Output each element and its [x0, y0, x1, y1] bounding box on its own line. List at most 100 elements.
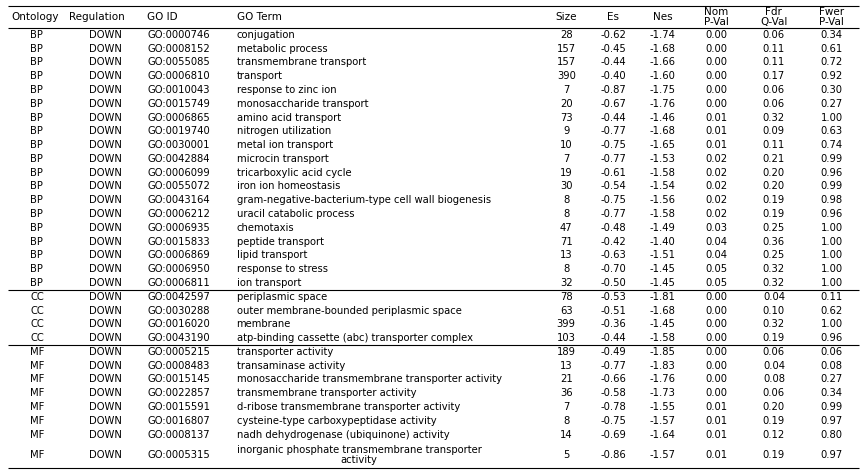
- Text: 0.72: 0.72: [821, 57, 843, 67]
- Text: Fwer
P-Val: Fwer P-Val: [819, 7, 844, 28]
- Text: BP: BP: [30, 223, 43, 233]
- Text: -0.58: -0.58: [600, 388, 626, 398]
- Text: 0.04: 0.04: [705, 237, 727, 247]
- Text: BP: BP: [30, 209, 43, 219]
- Text: 0.00: 0.00: [705, 374, 727, 384]
- Text: ion transport: ion transport: [237, 278, 301, 288]
- Text: response to zinc ion: response to zinc ion: [237, 85, 336, 95]
- Text: monosaccharide transport: monosaccharide transport: [237, 99, 368, 109]
- Text: -1.58: -1.58: [649, 333, 675, 343]
- Text: 8: 8: [564, 209, 570, 219]
- Text: 0.01: 0.01: [705, 416, 727, 426]
- Text: -1.57: -1.57: [649, 450, 675, 460]
- Text: 0.63: 0.63: [821, 126, 843, 136]
- Text: DOWN: DOWN: [88, 237, 121, 247]
- Text: -1.46: -1.46: [649, 113, 675, 123]
- Text: -0.48: -0.48: [600, 223, 626, 233]
- Text: DOWN: DOWN: [88, 85, 121, 95]
- Text: 0.00: 0.00: [705, 85, 727, 95]
- Text: 0.02: 0.02: [705, 195, 727, 205]
- Text: -1.58: -1.58: [649, 209, 675, 219]
- Text: MF: MF: [29, 388, 44, 398]
- Text: 0.04: 0.04: [763, 292, 785, 302]
- Text: GO:0005315: GO:0005315: [147, 450, 210, 460]
- Text: GO:0008152: GO:0008152: [147, 44, 210, 54]
- Text: -0.63: -0.63: [600, 250, 626, 260]
- Text: GO:0042884: GO:0042884: [147, 154, 210, 164]
- Text: 0.03: 0.03: [705, 223, 727, 233]
- Text: 10: 10: [560, 140, 572, 150]
- Text: transport: transport: [237, 71, 283, 81]
- Text: transmembrane transporter activity: transmembrane transporter activity: [237, 388, 416, 398]
- Text: MF: MF: [29, 429, 44, 439]
- Text: DOWN: DOWN: [88, 44, 121, 54]
- Text: 8: 8: [564, 416, 570, 426]
- Text: 0.99: 0.99: [821, 402, 843, 412]
- Text: uracil catabolic process: uracil catabolic process: [237, 209, 354, 219]
- Text: DOWN: DOWN: [88, 264, 121, 274]
- Text: -0.61: -0.61: [600, 168, 626, 178]
- Text: -0.75: -0.75: [600, 140, 626, 150]
- Text: -0.51: -0.51: [600, 305, 626, 315]
- Text: -0.45: -0.45: [600, 44, 626, 54]
- Text: -0.44: -0.44: [600, 113, 626, 123]
- Text: -1.45: -1.45: [649, 278, 675, 288]
- Text: DOWN: DOWN: [88, 374, 121, 384]
- Text: lipid transport: lipid transport: [237, 250, 307, 260]
- Text: -0.66: -0.66: [600, 374, 626, 384]
- Text: BP: BP: [30, 71, 43, 81]
- Text: GO:0042597: GO:0042597: [147, 292, 210, 302]
- Text: 14: 14: [560, 429, 572, 439]
- Text: 0.01: 0.01: [705, 126, 727, 136]
- Text: BP: BP: [30, 168, 43, 178]
- Text: 0.96: 0.96: [821, 209, 843, 219]
- Text: DOWN: DOWN: [88, 333, 121, 343]
- Text: DOWN: DOWN: [88, 30, 121, 40]
- Text: 78: 78: [560, 292, 572, 302]
- Text: 0.11: 0.11: [763, 57, 785, 67]
- Text: -0.69: -0.69: [600, 429, 626, 439]
- Text: GO:0015833: GO:0015833: [147, 237, 210, 247]
- Text: 0.01: 0.01: [705, 140, 727, 150]
- Text: -0.42: -0.42: [600, 237, 626, 247]
- Text: Ontology: Ontology: [11, 12, 58, 22]
- Text: BP: BP: [30, 57, 43, 67]
- Text: Fdr
Q-Val: Fdr Q-Val: [760, 7, 787, 28]
- Text: 0.00: 0.00: [705, 292, 727, 302]
- Text: GO:0015749: GO:0015749: [147, 99, 210, 109]
- Text: DOWN: DOWN: [88, 57, 121, 67]
- Text: GO:0016807: GO:0016807: [147, 416, 210, 426]
- Text: 0.11: 0.11: [763, 140, 785, 150]
- Text: DOWN: DOWN: [88, 305, 121, 315]
- Text: -1.73: -1.73: [649, 388, 675, 398]
- Text: BP: BP: [30, 237, 43, 247]
- Text: 0.34: 0.34: [821, 388, 843, 398]
- Text: nitrogen utilization: nitrogen utilization: [237, 126, 331, 136]
- Text: BP: BP: [30, 126, 43, 136]
- Text: 390: 390: [557, 71, 576, 81]
- Text: DOWN: DOWN: [88, 450, 121, 460]
- Text: 0.99: 0.99: [821, 154, 843, 164]
- Text: 0.97: 0.97: [821, 450, 843, 460]
- Text: GO:0006810: GO:0006810: [147, 71, 210, 81]
- Text: DOWN: DOWN: [88, 223, 121, 233]
- Text: GO:0008137: GO:0008137: [147, 429, 210, 439]
- Text: 7: 7: [563, 85, 570, 95]
- Text: periplasmic space: periplasmic space: [237, 292, 327, 302]
- Text: -0.77: -0.77: [600, 126, 626, 136]
- Text: -0.53: -0.53: [600, 292, 626, 302]
- Text: 0.30: 0.30: [821, 85, 843, 95]
- Text: 0.19: 0.19: [763, 416, 785, 426]
- Text: 7: 7: [563, 402, 570, 412]
- Text: -0.50: -0.50: [600, 278, 626, 288]
- Text: 0.32: 0.32: [763, 319, 785, 329]
- Text: 5: 5: [563, 450, 570, 460]
- Text: -1.45: -1.45: [649, 319, 675, 329]
- Text: -0.44: -0.44: [600, 333, 626, 343]
- Text: -1.45: -1.45: [649, 264, 675, 274]
- Text: DOWN: DOWN: [88, 140, 121, 150]
- Text: nadh dehydrogenase (ubiquinone) activity: nadh dehydrogenase (ubiquinone) activity: [237, 429, 449, 439]
- Text: CC: CC: [30, 305, 44, 315]
- Text: DOWN: DOWN: [88, 99, 121, 109]
- Text: 0.04: 0.04: [763, 361, 785, 370]
